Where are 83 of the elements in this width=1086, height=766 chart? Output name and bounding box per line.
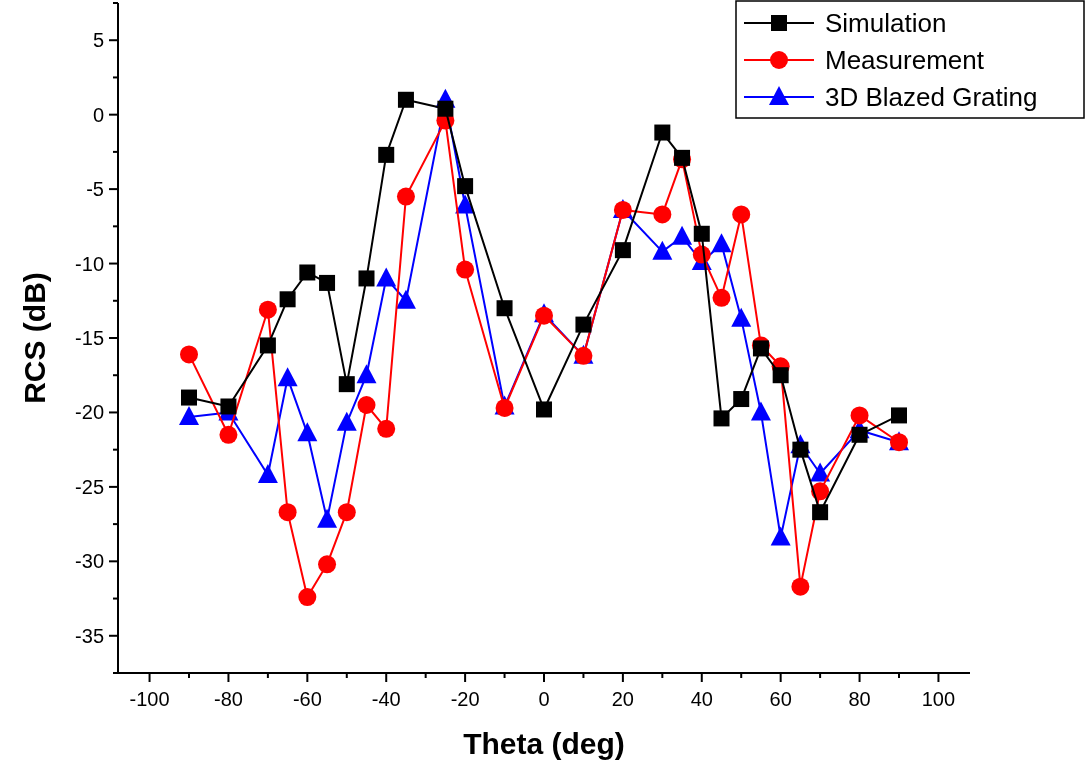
point (337, 503, 356, 522)
point (536, 401, 552, 418)
point (279, 291, 296, 308)
y-tick-label: -20 (75, 401, 104, 424)
x-tick-label: 60 (769, 688, 792, 710)
point (713, 410, 730, 427)
point (791, 577, 810, 596)
point (181, 389, 197, 406)
point (338, 376, 355, 393)
point (278, 503, 297, 522)
x-tick-label: -80 (213, 688, 243, 710)
point (318, 555, 337, 574)
point (456, 260, 475, 279)
x-tick-label: 100 (921, 688, 956, 710)
point (219, 425, 238, 444)
legend-label: Measurement (825, 45, 985, 75)
point (750, 401, 771, 421)
point (653, 205, 672, 224)
point (496, 300, 513, 317)
point (652, 240, 673, 260)
point (220, 398, 237, 415)
point (850, 406, 869, 425)
y-tick-label: -10 (75, 252, 104, 275)
point (693, 225, 710, 242)
x-axis-title: Theta (deg) (463, 727, 625, 760)
point (851, 426, 868, 443)
y-tick-label: -5 (86, 178, 104, 201)
point (733, 391, 750, 408)
point (317, 508, 338, 528)
point (672, 225, 693, 245)
x-tick-label: -40 (371, 688, 401, 710)
point (810, 462, 831, 482)
point (575, 316, 592, 333)
point (319, 274, 336, 291)
point (180, 345, 198, 364)
point (396, 187, 415, 206)
point (258, 300, 277, 319)
x-tick-label: 0 (538, 688, 550, 710)
x-tick-label: 80 (848, 688, 871, 710)
legend-label: 3D Blazed Grating (825, 82, 1038, 112)
point (437, 100, 454, 117)
point (357, 396, 376, 414)
y-tick-label: 5 (92, 29, 104, 52)
point (812, 504, 829, 521)
y-tick-label: 0 (92, 103, 104, 126)
point (770, 526, 791, 546)
x-tick-label: 20 (611, 688, 635, 710)
point (297, 422, 318, 442)
point (731, 307, 752, 327)
point (792, 441, 809, 458)
point (732, 205, 751, 224)
x-tick-label: -100 (129, 688, 170, 710)
y-axis-title: RCS (dB) (18, 272, 51, 404)
point (257, 463, 278, 483)
y-tick-label: -35 (75, 624, 104, 647)
y-tick-label: -25 (75, 475, 104, 498)
point (376, 267, 397, 287)
point (358, 270, 375, 287)
point (377, 419, 396, 438)
x-tick-label: 40 (690, 688, 713, 710)
x-tick-label: -20 (450, 688, 480, 710)
point (614, 242, 631, 259)
point (711, 233, 732, 253)
point (259, 337, 276, 354)
point (397, 91, 414, 108)
point (891, 407, 907, 424)
point (772, 367, 789, 384)
point (378, 146, 395, 163)
point (712, 288, 731, 307)
point (395, 289, 416, 309)
point (336, 411, 357, 431)
point (457, 178, 474, 195)
y-tick-label: -15 (75, 327, 104, 349)
point (356, 364, 377, 384)
y-tick-label: -30 (75, 550, 104, 573)
point (179, 405, 199, 425)
x-tick-label: -60 (292, 688, 322, 710)
point (299, 264, 316, 281)
legend-label: Simulation (825, 8, 947, 38)
point (277, 367, 298, 387)
point (752, 340, 769, 357)
point (298, 588, 317, 607)
point (654, 124, 671, 141)
